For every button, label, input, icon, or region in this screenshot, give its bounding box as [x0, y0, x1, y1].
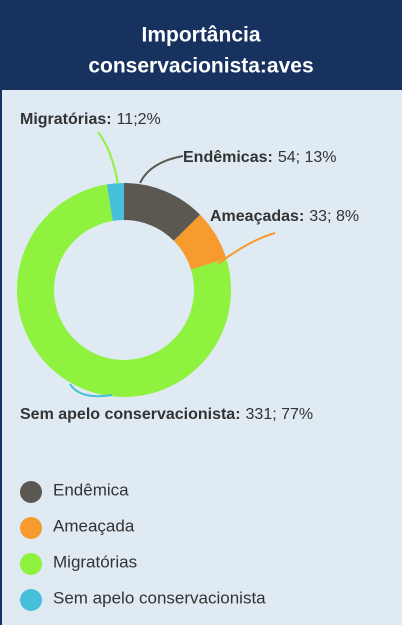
data-label-name: Endêmicas: — [183, 149, 273, 166]
legend-swatch — [20, 589, 42, 611]
header — [0, 0, 402, 90]
legend-swatch — [20, 481, 42, 503]
donut-slice — [124, 183, 201, 241]
data-label: Ameaçadas: 33; 8% — [210, 208, 359, 225]
data-label: Sem apelo conservacionista: 331; 77% — [20, 406, 313, 423]
legend-swatch — [20, 517, 42, 539]
legend-swatch — [20, 553, 42, 575]
legend-label: Ameaçada — [53, 516, 135, 535]
data-label-value: 54; 13% — [278, 149, 337, 166]
chart-title: conservacionista:aves — [88, 55, 313, 78]
data-label: Migratórias: 11;2% — [20, 111, 161, 128]
legend-label: Sem apelo conservacionista — [53, 588, 266, 607]
data-label: Endêmicas: 54; 13% — [183, 149, 337, 166]
donut-slice — [173, 214, 227, 270]
data-label-value: 33; 8% — [309, 208, 359, 225]
leader-line — [217, 232, 276, 265]
data-label-value: 331; 77% — [246, 406, 314, 423]
legend-label: Endêmica — [53, 480, 129, 499]
donut-slice — [16, 184, 231, 397]
data-label-value: 11;2% — [117, 111, 161, 128]
donut-slice — [106, 183, 124, 221]
leader-line — [97, 131, 119, 185]
data-label-name: Sem apelo conservacionista: — [20, 406, 241, 423]
data-label-name: Migratórias: — [20, 111, 112, 128]
data-label-name: Ameaçadas: — [210, 208, 304, 225]
leader-line — [69, 383, 113, 398]
leader-line — [139, 155, 184, 184]
legend-label: Migratórias — [53, 552, 137, 571]
chart-title: Importância — [141, 24, 260, 47]
